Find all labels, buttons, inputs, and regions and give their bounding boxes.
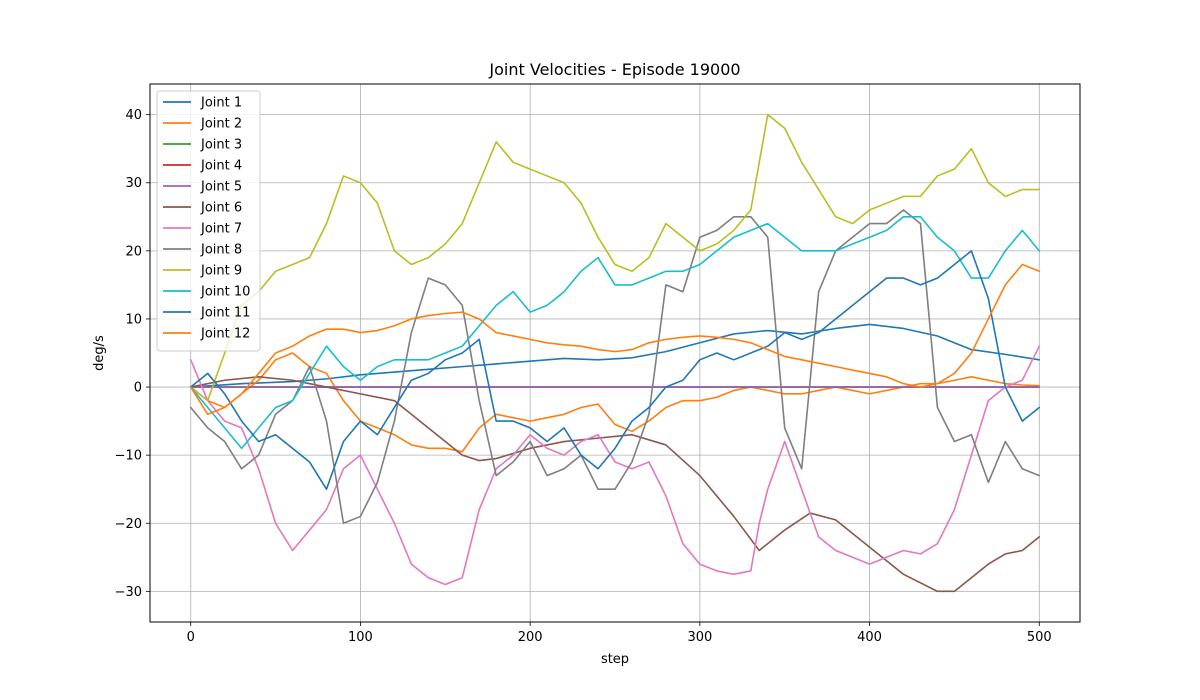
legend-label: Joint 5 [200, 180, 242, 195]
axis-ticks: 0 100 200 300 400 500 −30 −20 −10 0 10 20 30 40 [115, 108, 1052, 645]
series-line-joint-8 [189, 209, 1041, 525]
legend-label: Joint 9 [200, 264, 242, 279]
series-line-joint-11 [189, 250, 1041, 491]
legend-label: Joint 10 [200, 285, 250, 300]
series-line-joint-10 [189, 216, 1041, 450]
x-tick-label: 300 [687, 630, 712, 645]
x-tick-label: 100 [348, 630, 373, 645]
series-line-joint-1 [189, 323, 1041, 388]
y-tick-label: 10 [125, 312, 142, 327]
y-tick-label: 40 [125, 108, 142, 123]
y-tick-label: −30 [115, 585, 142, 600]
series-line-joint-12 [189, 263, 1041, 416]
legend-label: Joint 1 [200, 96, 242, 111]
legend-label: Joint 12 [200, 327, 250, 342]
x-tick-label: 400 [857, 630, 882, 645]
series-line-joint-2 [189, 352, 1041, 453]
y-tick-label: 0 [134, 381, 142, 396]
y-tick-label: −20 [115, 517, 142, 532]
y-tick-label: 30 [125, 176, 142, 191]
series-line-joint-7 [189, 345, 1041, 586]
legend-label: Joint 8 [200, 243, 242, 258]
series-line-joint-9 [189, 113, 1041, 402]
x-tick-label: 500 [1027, 630, 1052, 645]
legend-label: Joint 3 [200, 138, 242, 153]
legend-label: Joint 6 [200, 201, 242, 216]
legend: Joint 1 Joint 2 Joint 3 Joint 4 Joint 5 Joint… [156, 90, 261, 352]
plot-frame [149, 83, 1081, 623]
series-lines [189, 113, 1041, 593]
legend-label: Joint 2 [200, 117, 242, 132]
series-line-joint-6 [189, 376, 1041, 593]
x-tick-label: 200 [518, 630, 543, 645]
legend-label: Joint 4 [200, 159, 242, 174]
y-tick-label: 20 [125, 244, 142, 259]
chart-title: Joint Velocities - Episode 19000 [488, 60, 740, 79]
legend-box [156, 90, 261, 352]
y-axis-title: deg/s [92, 335, 107, 371]
legend-label: Joint 7 [200, 222, 242, 237]
x-tick-label: 0 [187, 630, 195, 645]
x-axis-title: step [601, 652, 629, 667]
y-tick-label: −10 [115, 449, 142, 464]
legend-label: Joint 11 [200, 306, 250, 321]
